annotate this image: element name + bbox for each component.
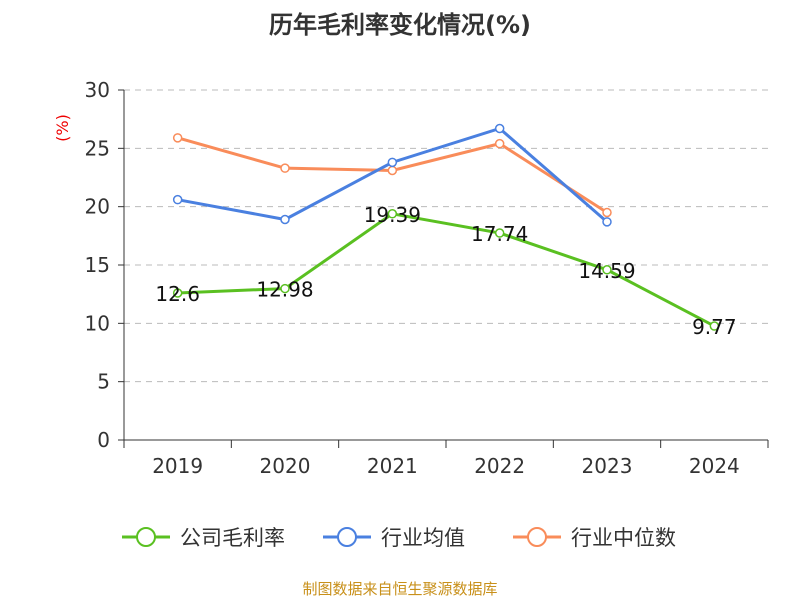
legend-marker — [527, 527, 547, 547]
x-tick-label: 2023 — [582, 454, 633, 478]
x-tick-label: 2022 — [474, 454, 525, 478]
data-point — [602, 207, 612, 218]
data-point — [172, 288, 183, 298]
y-tick-label: 15 — [85, 253, 110, 277]
y-tick-label: 10 — [85, 311, 110, 335]
legend-marker — [136, 527, 156, 547]
data-point — [280, 283, 290, 294]
x-tick-label: 2021 — [367, 454, 418, 478]
series-line — [177, 212, 716, 328]
x-tick-label: 2024 — [689, 454, 740, 478]
chart-title: 历年毛利率变化情况(%) — [269, 11, 531, 39]
y-tick-label: 30 — [85, 78, 110, 102]
data-point — [494, 228, 505, 238]
legend-label: 行业中位数 — [571, 526, 676, 550]
data-point — [387, 165, 398, 176]
data-label: 12.6 — [155, 282, 200, 306]
legend-marker — [337, 527, 357, 547]
y-axis-label: (%) — [53, 114, 72, 142]
legend-label: 公司毛利率 — [180, 526, 285, 550]
data-point — [494, 123, 505, 134]
x-tick-label: 2020 — [260, 454, 311, 478]
data-label: 9.77 — [692, 315, 737, 339]
data-point — [387, 209, 398, 219]
data-point — [280, 214, 290, 225]
y-tick-label: 20 — [85, 195, 110, 219]
data-point — [709, 321, 720, 331]
data-label: 14.59 — [578, 259, 635, 283]
source-note: 制图数据来自恒生聚源数据库 — [302, 580, 497, 598]
x-tick-label: 2019 — [152, 454, 203, 478]
data-point — [172, 133, 183, 143]
data-point — [387, 157, 398, 168]
y-tick-label: 0 — [97, 428, 110, 452]
data-label: 12.98 — [256, 278, 313, 302]
data-point — [602, 265, 612, 275]
data-label: 17.74 — [471, 222, 528, 246]
data-label: 19.39 — [364, 203, 421, 227]
y-tick-label: 5 — [97, 370, 110, 394]
data-point — [602, 217, 612, 227]
y-tick-label: 25 — [85, 136, 110, 160]
data-point — [494, 138, 505, 149]
data-point — [172, 194, 183, 205]
data-point — [280, 163, 290, 173]
legend-label: 行业均值 — [381, 526, 465, 550]
